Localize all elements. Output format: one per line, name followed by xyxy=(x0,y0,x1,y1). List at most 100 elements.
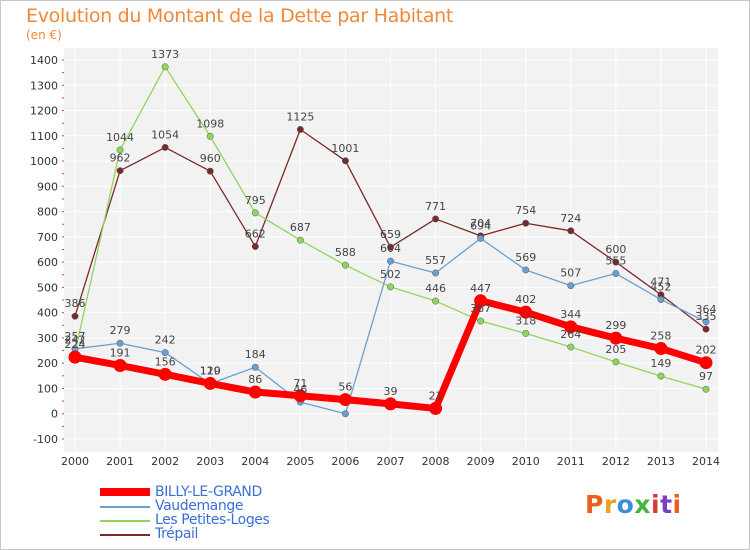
x-tick-label: 2007 xyxy=(377,455,405,468)
data-point xyxy=(161,63,169,71)
data-point xyxy=(251,363,259,371)
data-label: 367 xyxy=(470,302,491,315)
x-tick-label: 2003 xyxy=(196,455,224,468)
data-label: 452 xyxy=(650,281,671,294)
data-point xyxy=(296,126,304,133)
y-tick-label: 1000 xyxy=(30,155,58,168)
data-point xyxy=(522,329,530,337)
data-label: 344 xyxy=(560,308,581,321)
data-label: 21 xyxy=(429,389,443,402)
data-label: 242 xyxy=(155,334,176,347)
data-label: 191 xyxy=(110,346,131,359)
data-label: 299 xyxy=(605,319,626,332)
data-label: 694 xyxy=(470,219,491,232)
data-point xyxy=(477,317,485,325)
logo-letter: x xyxy=(634,490,651,519)
y-tick-label: 600 xyxy=(37,256,58,269)
data-label: 555 xyxy=(605,255,626,268)
data-label: 364 xyxy=(696,303,717,316)
data-point xyxy=(432,215,440,223)
data-label: 1125 xyxy=(286,110,314,123)
data-point xyxy=(612,358,620,366)
data-point xyxy=(432,269,440,277)
data-label: 86 xyxy=(248,373,262,386)
x-tick-label: 2008 xyxy=(422,455,450,468)
y-tick-label: 1300 xyxy=(30,79,58,92)
legend-swatch xyxy=(100,520,150,522)
data-point xyxy=(203,376,217,390)
data-label: 1098 xyxy=(196,117,224,130)
data-point xyxy=(161,143,169,151)
data-point xyxy=(341,410,349,418)
data-label: 257 xyxy=(65,330,86,343)
data-label: 687 xyxy=(290,221,311,234)
data-point xyxy=(341,157,349,165)
legend-label: Trépail xyxy=(155,526,199,542)
data-point xyxy=(699,356,713,370)
data-point xyxy=(113,358,127,372)
unit-label: (en €) xyxy=(26,28,62,42)
y-tick-label: 1200 xyxy=(30,105,58,118)
y-tick-label: 700 xyxy=(37,231,58,244)
logo-letter: P xyxy=(585,490,604,519)
x-tick-label: 2012 xyxy=(602,455,630,468)
logo-letter: r xyxy=(603,490,617,519)
data-point xyxy=(474,294,488,308)
data-label: 149 xyxy=(650,357,671,370)
data-label: 224 xyxy=(65,338,86,351)
data-label: 662 xyxy=(245,227,266,240)
x-tick-label: 2001 xyxy=(106,455,134,468)
data-label: 205 xyxy=(605,343,626,356)
data-point xyxy=(612,258,620,266)
data-label: 56 xyxy=(338,381,352,394)
logo-letter: i xyxy=(651,490,661,519)
x-tick-label: 2006 xyxy=(331,455,359,468)
data-label: 386 xyxy=(65,297,86,310)
chart-title: Evolution du Montant de la Dette par Hab… xyxy=(26,5,454,27)
data-point xyxy=(657,296,665,303)
data-label: 184 xyxy=(245,348,266,361)
y-tick-label: 0 xyxy=(51,408,58,421)
x-tick-label: 2010 xyxy=(512,455,540,468)
data-label: 318 xyxy=(515,314,536,327)
data-point xyxy=(522,219,530,227)
data-label: 39 xyxy=(384,385,398,398)
data-label: 119 xyxy=(200,365,221,378)
y-tick-label: 1400 xyxy=(30,54,58,67)
data-point xyxy=(477,234,485,242)
data-point xyxy=(519,305,533,319)
data-point xyxy=(567,227,575,235)
x-tick-label: 2005 xyxy=(286,455,314,468)
logo-letter: t xyxy=(660,490,673,519)
data-point xyxy=(702,385,710,393)
legend-swatch xyxy=(100,506,150,508)
data-label: 771 xyxy=(425,200,446,213)
data-label: 471 xyxy=(650,276,671,289)
data-label: 724 xyxy=(560,212,581,225)
data-label: 507 xyxy=(560,267,581,280)
y-tick-label: 500 xyxy=(37,281,58,294)
data-point xyxy=(609,331,623,345)
data-label: 258 xyxy=(650,330,671,343)
data-point xyxy=(251,243,259,250)
x-tick-label: 2002 xyxy=(151,455,179,468)
y-tick-label: 200 xyxy=(37,357,58,370)
y-tick-label: 300 xyxy=(37,332,58,345)
data-label: 1373 xyxy=(151,48,179,61)
data-point xyxy=(248,385,262,399)
data-point xyxy=(612,270,620,277)
data-label: 1044 xyxy=(106,131,134,144)
data-point xyxy=(161,349,169,357)
data-point xyxy=(522,266,530,274)
data-label: 279 xyxy=(110,324,131,337)
data-label: 557 xyxy=(425,254,446,267)
data-point xyxy=(68,350,82,364)
data-label: 446 xyxy=(425,282,446,295)
data-label: 704 xyxy=(470,217,491,230)
data-point xyxy=(702,325,710,333)
data-label: 71 xyxy=(293,377,307,390)
data-label: 962 xyxy=(110,152,131,165)
logo-letter: i xyxy=(672,490,682,519)
y-tick-label: 800 xyxy=(37,206,58,219)
